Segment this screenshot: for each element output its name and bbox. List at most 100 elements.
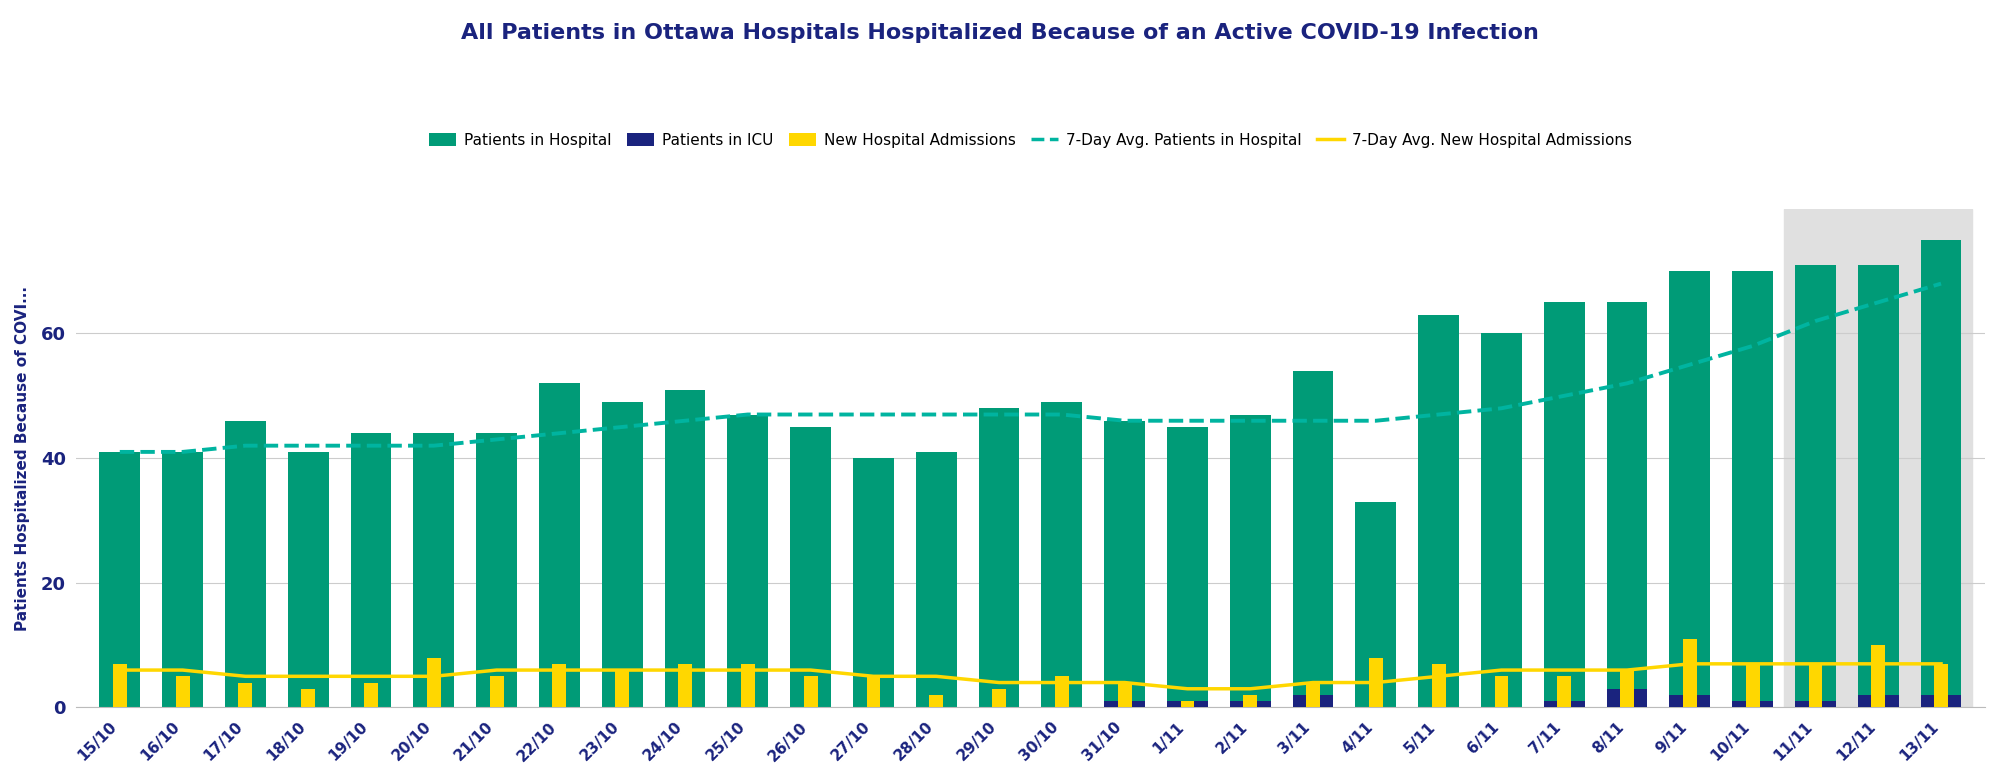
Bar — [992, 689, 1006, 707]
Bar — [224, 421, 266, 707]
7-Day Avg. New Hospital Admissions — [610, 665, 634, 675]
7-Day Avg. Patients in Hospital — [1490, 404, 1514, 413]
Bar — [414, 433, 454, 707]
Bar — [790, 427, 832, 707]
Bar — [854, 458, 894, 707]
7-Day Avg. New Hospital Admissions — [1364, 678, 1388, 687]
Bar — [1544, 302, 1584, 707]
7-Day Avg. New Hospital Admissions — [1804, 659, 1828, 668]
7-Day Avg. New Hospital Admissions — [862, 671, 886, 681]
7-Day Avg. Patients in Hospital — [1678, 360, 1702, 369]
Bar — [1168, 427, 1208, 707]
Bar — [1104, 421, 1146, 707]
Bar — [1494, 676, 1508, 707]
Bar — [1784, 209, 1972, 707]
Bar — [162, 452, 204, 707]
Bar — [426, 657, 440, 707]
7-Day Avg. New Hospital Admissions — [1866, 659, 1890, 668]
Bar — [1682, 639, 1696, 707]
7-Day Avg. Patients in Hospital — [1616, 379, 1640, 388]
Bar — [728, 414, 768, 707]
7-Day Avg. Patients in Hospital — [360, 441, 384, 450]
Bar — [1168, 701, 1208, 707]
Bar — [866, 676, 880, 707]
Y-axis label: Patients Hospitalized Because of COVI...: Patients Hospitalized Because of COVI... — [14, 286, 30, 631]
7-Day Avg. New Hospital Admissions — [1302, 678, 1326, 687]
7-Day Avg. New Hospital Admissions — [1616, 665, 1640, 675]
Bar — [1920, 240, 1962, 707]
7-Day Avg. Patients in Hospital — [1930, 279, 1954, 288]
Bar — [1432, 664, 1446, 707]
7-Day Avg. Patients in Hospital — [296, 441, 320, 450]
7-Day Avg. Patients in Hospital — [234, 441, 258, 450]
7-Day Avg. New Hospital Admissions — [1426, 671, 1450, 681]
Bar — [1934, 664, 1948, 707]
7-Day Avg. Patients in Hospital — [1804, 316, 1828, 326]
Bar — [1796, 265, 1836, 707]
Bar — [678, 664, 692, 707]
Bar — [1292, 695, 1334, 707]
Bar — [1180, 701, 1194, 707]
Bar — [100, 452, 140, 707]
7-Day Avg. Patients in Hospital — [484, 435, 508, 444]
7-Day Avg. New Hospital Admissions — [484, 665, 508, 675]
7-Day Avg. New Hospital Admissions — [1490, 665, 1514, 675]
Bar — [1054, 676, 1068, 707]
7-Day Avg. New Hospital Admissions — [108, 665, 132, 675]
Bar — [1482, 333, 1522, 707]
Bar — [804, 676, 818, 707]
Bar — [1858, 265, 1898, 707]
7-Day Avg. New Hospital Admissions — [1238, 684, 1262, 693]
7-Day Avg. Patients in Hospital — [924, 410, 948, 419]
Bar — [490, 676, 504, 707]
7-Day Avg. New Hospital Admissions — [988, 678, 1012, 687]
Bar — [1670, 695, 1710, 707]
Bar — [916, 452, 956, 707]
7-Day Avg. Patients in Hospital — [548, 428, 572, 438]
Bar — [1292, 371, 1334, 707]
Bar — [1858, 695, 1898, 707]
Bar — [1670, 271, 1710, 707]
7-Day Avg. Patients in Hospital — [1050, 410, 1074, 419]
7-Day Avg. Patients in Hospital — [988, 410, 1012, 419]
Bar — [616, 670, 630, 707]
Bar — [1746, 664, 1760, 707]
7-Day Avg. Patients in Hospital — [736, 410, 760, 419]
7-Day Avg. New Hospital Admissions — [1112, 678, 1136, 687]
Text: All Patients in Ottawa Hospitals Hospitalized Because of an Active COVID-19 Infe: All Patients in Ottawa Hospitals Hospita… — [462, 23, 1538, 44]
Bar — [112, 664, 126, 707]
7-Day Avg. Patients in Hospital — [1866, 298, 1890, 307]
7-Day Avg. Patients in Hospital — [1364, 416, 1388, 425]
Bar — [1356, 502, 1396, 707]
7-Day Avg. New Hospital Admissions — [422, 671, 446, 681]
7-Day Avg. Patients in Hospital — [1426, 410, 1450, 419]
7-Day Avg. Patients in Hospital — [1552, 391, 1576, 400]
7-Day Avg. Patients in Hospital — [798, 410, 822, 419]
7-Day Avg. New Hospital Admissions — [736, 665, 760, 675]
7-Day Avg. Patients in Hospital — [170, 447, 194, 456]
Line: 7-Day Avg. Patients in Hospital: 7-Day Avg. Patients in Hospital — [120, 284, 1942, 452]
Bar — [1796, 701, 1836, 707]
7-Day Avg. New Hospital Admissions — [924, 671, 948, 681]
Bar — [1230, 701, 1270, 707]
7-Day Avg. Patients in Hospital — [1302, 416, 1326, 425]
Bar — [288, 452, 328, 707]
7-Day Avg. Patients in Hospital — [1176, 416, 1200, 425]
7-Day Avg. Patients in Hospital — [674, 416, 698, 425]
Bar — [302, 689, 316, 707]
Bar — [1920, 695, 1962, 707]
7-Day Avg. New Hospital Admissions — [1050, 678, 1074, 687]
Bar — [1368, 657, 1382, 707]
Bar — [1606, 302, 1648, 707]
Bar — [1118, 682, 1132, 707]
Bar — [1732, 271, 1774, 707]
7-Day Avg. New Hospital Admissions — [674, 665, 698, 675]
7-Day Avg. Patients in Hospital — [108, 447, 132, 456]
7-Day Avg. New Hospital Admissions — [1740, 659, 1764, 668]
Line: 7-Day Avg. New Hospital Admissions: 7-Day Avg. New Hospital Admissions — [120, 664, 1942, 689]
Bar — [740, 664, 754, 707]
7-Day Avg. Patients in Hospital — [1238, 416, 1262, 425]
Bar — [1808, 664, 1822, 707]
Bar — [978, 408, 1020, 707]
Bar — [1042, 402, 1082, 707]
